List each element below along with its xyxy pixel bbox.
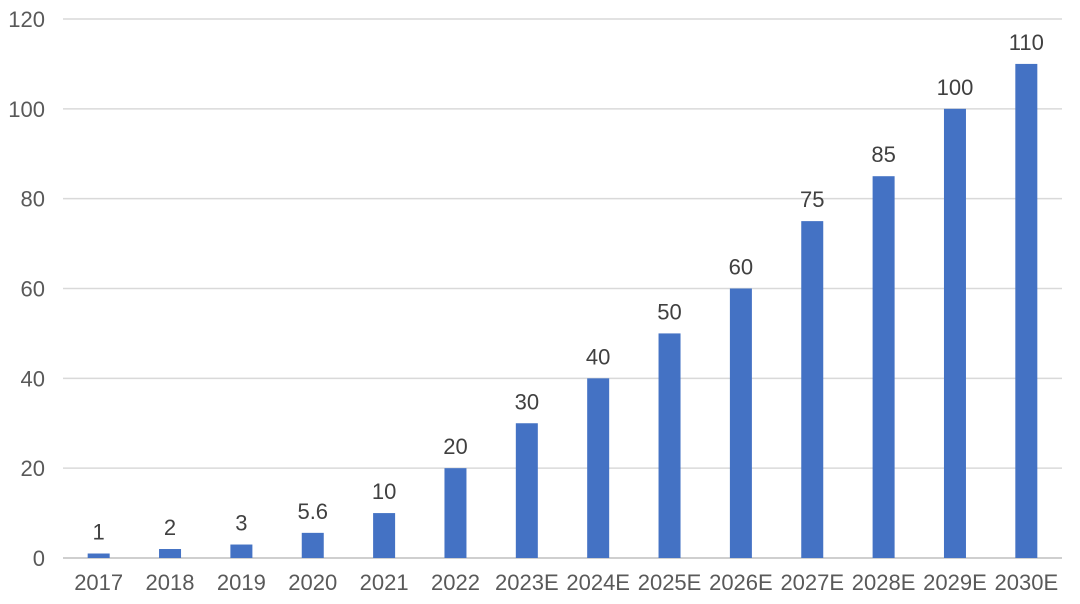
bar (801, 221, 824, 558)
x-tick-label: 2025E (638, 570, 702, 595)
bar (872, 176, 895, 559)
x-tick-label: 2022 (431, 570, 480, 595)
x-axis-tick-labels: 2017 2018 2019 2020 2021 2022 2023E 2024E 2025E 2… (74, 570, 1058, 595)
data-label: 40 (586, 344, 610, 369)
y-axis-tick-labels: 0 20 40 60 80 100 120 (8, 7, 45, 571)
data-label: 75 (800, 187, 824, 212)
x-tick-label: 2027E (780, 570, 844, 595)
data-label: 100 (937, 75, 974, 100)
x-tick-label: 2017 (74, 570, 123, 595)
data-label: 60 (729, 255, 753, 280)
y-tick-label: 20 (21, 456, 45, 481)
bar (444, 468, 467, 558)
data-label: 50 (657, 299, 681, 324)
y-tick-label: 0 (33, 546, 45, 571)
data-label: 110 (1009, 30, 1044, 55)
x-tick-label: 2019 (217, 570, 266, 595)
y-tick-label: 100 (8, 97, 45, 122)
y-tick-label: 120 (8, 7, 45, 32)
data-labels: 1 2 3 5.6 10 20 30 40 50 60 75 85 100 110 (93, 30, 1044, 545)
x-tick-label: 2020 (288, 570, 337, 595)
bar (230, 544, 253, 558)
bar (658, 333, 681, 558)
x-tick-label: 2026E (709, 570, 773, 595)
bar (943, 108, 966, 558)
data-label: 5.6 (297, 499, 328, 524)
gridlines (63, 18, 1062, 559)
data-label: 3 (235, 511, 247, 536)
x-tick-label: 2024E (566, 570, 630, 595)
y-tick-label: 80 (21, 187, 45, 212)
data-label: 2 (164, 515, 176, 540)
x-tick-label: 2030E (995, 570, 1059, 595)
bar (301, 532, 324, 558)
bar (1015, 63, 1038, 559)
bar (729, 288, 752, 558)
data-label: 85 (871, 142, 895, 167)
y-tick-label: 40 (21, 366, 45, 391)
x-tick-label: 2018 (146, 570, 195, 595)
x-tick-label: 2021 (360, 570, 409, 595)
x-tick-label: 2023E (495, 570, 559, 595)
data-label: 1 (93, 520, 105, 545)
data-label: 20 (443, 434, 467, 459)
data-label: 10 (372, 479, 396, 504)
data-label: 30 (515, 389, 539, 414)
x-tick-label: 2028E (852, 570, 916, 595)
bar (373, 513, 396, 558)
bar (515, 423, 538, 558)
bar (87, 553, 110, 558)
bars (87, 63, 1038, 559)
y-tick-label: 60 (21, 277, 45, 302)
x-tick-label: 2029E (923, 570, 987, 595)
bar (587, 378, 610, 558)
bar (159, 549, 182, 558)
